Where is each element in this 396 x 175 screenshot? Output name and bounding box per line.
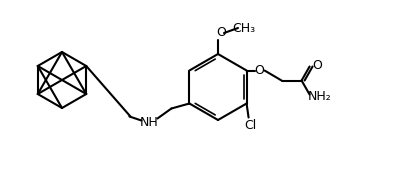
Text: Cl: Cl xyxy=(244,119,257,132)
Text: CH₃: CH₃ xyxy=(232,22,255,34)
Text: NH: NH xyxy=(140,116,159,129)
Text: O: O xyxy=(312,59,322,72)
Text: O: O xyxy=(216,26,226,40)
Text: NH₂: NH₂ xyxy=(308,90,331,103)
Text: O: O xyxy=(255,64,265,77)
